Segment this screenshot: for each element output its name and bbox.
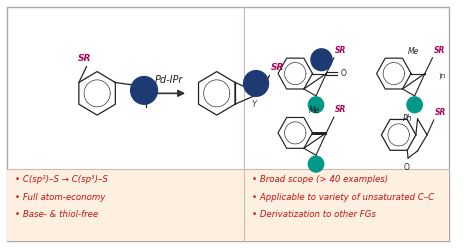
Text: Pd-IPr: Pd-IPr [155,75,183,86]
Text: )n: )n [438,72,446,79]
Text: • C(sp²)–S → C(sp³)–S: • C(sp²)–S → C(sp³)–S [15,175,108,184]
Text: N: N [412,97,418,106]
FancyBboxPatch shape [7,7,449,241]
Circle shape [131,77,157,104]
Circle shape [311,49,332,71]
Text: N: N [313,156,319,165]
Text: SR: SR [335,105,346,114]
Text: N: N [313,97,319,106]
Text: • Broad scope (> 40 examples): • Broad scope (> 40 examples) [252,175,388,184]
Text: SR: SR [270,62,284,72]
Circle shape [407,97,422,113]
Text: Y: Y [252,100,257,109]
Text: O: O [403,163,409,172]
Text: • Full atom-economy: • Full atom-economy [15,193,105,202]
Text: SR: SR [78,54,91,63]
Text: • Derivatization to other FGs: • Derivatization to other FGs [252,211,376,219]
Text: Y: Y [131,87,136,96]
Text: SR: SR [435,108,446,117]
Text: SR: SR [335,46,346,55]
Text: O: O [340,69,346,78]
Text: • Applicable to variety of unsaturated C–C: • Applicable to variety of unsaturated C… [252,193,434,202]
Circle shape [244,71,268,96]
Circle shape [309,97,324,113]
Text: • Base- & thiol-free: • Base- & thiol-free [15,211,98,219]
Text: SR: SR [433,46,445,55]
FancyBboxPatch shape [7,169,449,241]
Circle shape [309,156,324,172]
Text: Me: Me [408,47,419,56]
Text: Me: Me [309,106,320,115]
Text: Ph: Ph [403,114,413,123]
